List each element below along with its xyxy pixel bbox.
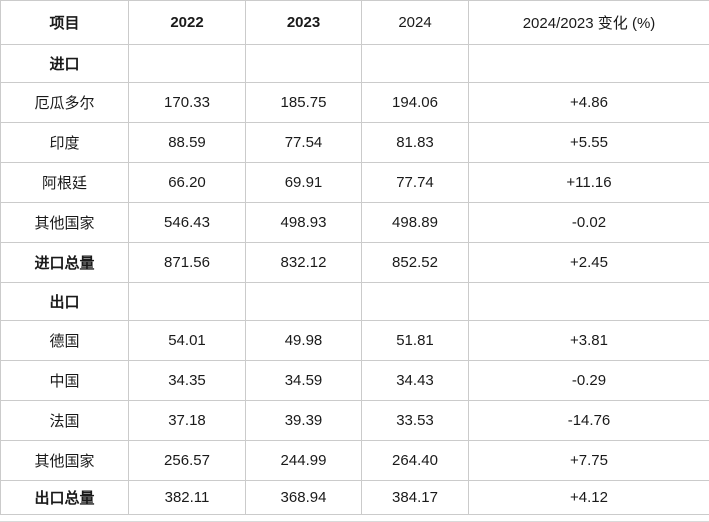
column-header-2024: 2024 <box>362 1 469 45</box>
value-cell-2023: 832.12 <box>246 243 362 283</box>
value-cell-2022: 546.43 <box>129 203 246 243</box>
value-cell-2023: 49.98 <box>246 321 362 361</box>
value-cell-2022: 871.56 <box>129 243 246 283</box>
value-cell-2023: 368.94 <box>246 481 362 515</box>
row-label-cell: 法国 <box>1 401 129 441</box>
value-cell-2022: 34.35 <box>129 361 246 401</box>
value-cell-2022 <box>129 283 246 321</box>
row-label-cell: 其他国家 <box>1 441 129 481</box>
row-label-cell: 厄瓜多尔 <box>1 83 129 123</box>
row-label-cell: 阿根廷 <box>1 163 129 203</box>
table-row-export-total: 出口总量 382.11 368.94 384.17 +4.12 <box>1 481 709 515</box>
value-cell-2024: 852.52 <box>362 243 469 283</box>
table-row-ecuador: 厄瓜多尔 170.33 185.75 194.06 +4.86 <box>1 83 709 123</box>
value-cell-2024: 33.53 <box>362 401 469 441</box>
value-cell-2023: 244.99 <box>246 441 362 481</box>
value-cell-2024: 34.43 <box>362 361 469 401</box>
row-label-cell: 进口 <box>1 45 129 83</box>
row-label-cell: 出口总量 <box>1 481 129 515</box>
value-cell-change: +3.81 <box>469 321 709 361</box>
value-cell-change: +11.16 <box>469 163 709 203</box>
value-cell-change: +7.75 <box>469 441 709 481</box>
column-header-change: 2024/2023 变化 (%) <box>469 1 709 45</box>
value-cell-change <box>469 45 709 83</box>
table-row-import-total: 进口总量 871.56 832.12 852.52 +2.45 <box>1 243 709 283</box>
value-cell-2022: 382.11 <box>129 481 246 515</box>
table-row-other-countries-export: 其他国家 256.57 244.99 264.40 +7.75 <box>1 441 709 481</box>
value-cell-2024: 384.17 <box>362 481 469 515</box>
value-cell-2022: 88.59 <box>129 123 246 163</box>
value-cell-2024: 81.83 <box>362 123 469 163</box>
value-cell-2023 <box>246 283 362 321</box>
table-header-row: 项目 2022 2023 2024 2024/2023 变化 (%) <box>1 1 709 45</box>
value-cell-2024: 264.40 <box>362 441 469 481</box>
value-cell-2023: 498.93 <box>246 203 362 243</box>
value-cell-change: +2.45 <box>469 243 709 283</box>
value-cell-change: +5.55 <box>469 123 709 163</box>
value-cell-2024 <box>362 283 469 321</box>
value-cell-2022: 170.33 <box>129 83 246 123</box>
column-header-item: 项目 <box>1 1 129 45</box>
value-cell-2024: 77.74 <box>362 163 469 203</box>
value-cell-2024: 51.81 <box>362 321 469 361</box>
value-cell-2024: 498.89 <box>362 203 469 243</box>
value-cell-change: -0.29 <box>469 361 709 401</box>
table-row-exports-section: 出口 <box>1 283 709 321</box>
table-row-china: 中国 34.35 34.59 34.43 -0.29 <box>1 361 709 401</box>
column-header-2022: 2022 <box>129 1 246 45</box>
value-cell-change: -14.76 <box>469 401 709 441</box>
value-cell-change: +4.12 <box>469 481 709 515</box>
value-cell-2024: 194.06 <box>362 83 469 123</box>
value-cell-2022: 37.18 <box>129 401 246 441</box>
value-cell-2023 <box>246 45 362 83</box>
row-label-cell: 中国 <box>1 361 129 401</box>
value-cell-2022: 54.01 <box>129 321 246 361</box>
value-cell-2023: 185.75 <box>246 83 362 123</box>
value-cell-2023: 69.91 <box>246 163 362 203</box>
value-cell-2023: 77.54 <box>246 123 362 163</box>
value-cell-change: -0.02 <box>469 203 709 243</box>
row-label-cell: 其他国家 <box>1 203 129 243</box>
table-row-germany: 德国 54.01 49.98 51.81 +3.81 <box>1 321 709 361</box>
row-label-cell: 印度 <box>1 123 129 163</box>
value-cell-2023: 34.59 <box>246 361 362 401</box>
row-label-cell: 德国 <box>1 321 129 361</box>
value-cell-2022: 66.20 <box>129 163 246 203</box>
table-row-argentina: 阿根廷 66.20 69.91 77.74 +11.16 <box>1 163 709 203</box>
value-cell-2022: 256.57 <box>129 441 246 481</box>
table-row-imports-section: 进口 <box>1 45 709 83</box>
column-header-2023: 2023 <box>246 1 362 45</box>
value-cell-2022 <box>129 45 246 83</box>
value-cell-change <box>469 283 709 321</box>
row-label-cell: 出口 <box>1 283 129 321</box>
table-row-india: 印度 88.59 77.54 81.83 +5.55 <box>1 123 709 163</box>
table-row-france: 法国 37.18 39.39 33.53 -14.76 <box>1 401 709 441</box>
row-label-cell: 进口总量 <box>1 243 129 283</box>
value-cell-2024 <box>362 45 469 83</box>
table-row-other-countries-import: 其他国家 546.43 498.93 498.89 -0.02 <box>1 203 709 243</box>
value-cell-2023: 39.39 <box>246 401 362 441</box>
value-cell-change: +4.86 <box>469 83 709 123</box>
